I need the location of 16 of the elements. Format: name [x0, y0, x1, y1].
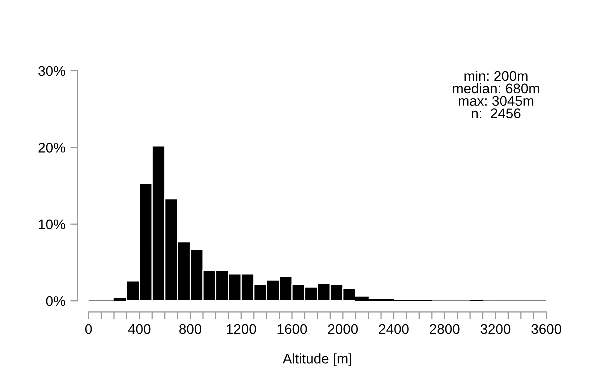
x-tick-label: 3600 [532, 324, 562, 334]
annotation: min: 200m median: 680m max: 3045m n: 2456 [453, 70, 540, 119]
y-tick-label: 10% [39, 220, 66, 230]
x-tick-label: 1600 [278, 324, 308, 334]
x-tick-label: 800 [180, 324, 202, 334]
x-tick-label: 400 [128, 324, 151, 334]
x-tick-label: 2800 [430, 324, 460, 334]
y-tick-label: 30% [38, 66, 66, 76]
x-axis-title: Altitude [m] [282, 354, 352, 367]
x-tick-label: 2000 [328, 324, 358, 334]
x-tick-label: 3200 [480, 324, 511, 334]
y-tick-label: 20% [38, 143, 66, 153]
x-tick-label: 1200 [227, 324, 256, 334]
x-tick-label: 2400 [379, 324, 409, 334]
y-tick-label: 0% [46, 296, 66, 306]
x-tick-label: 0 [85, 324, 92, 334]
